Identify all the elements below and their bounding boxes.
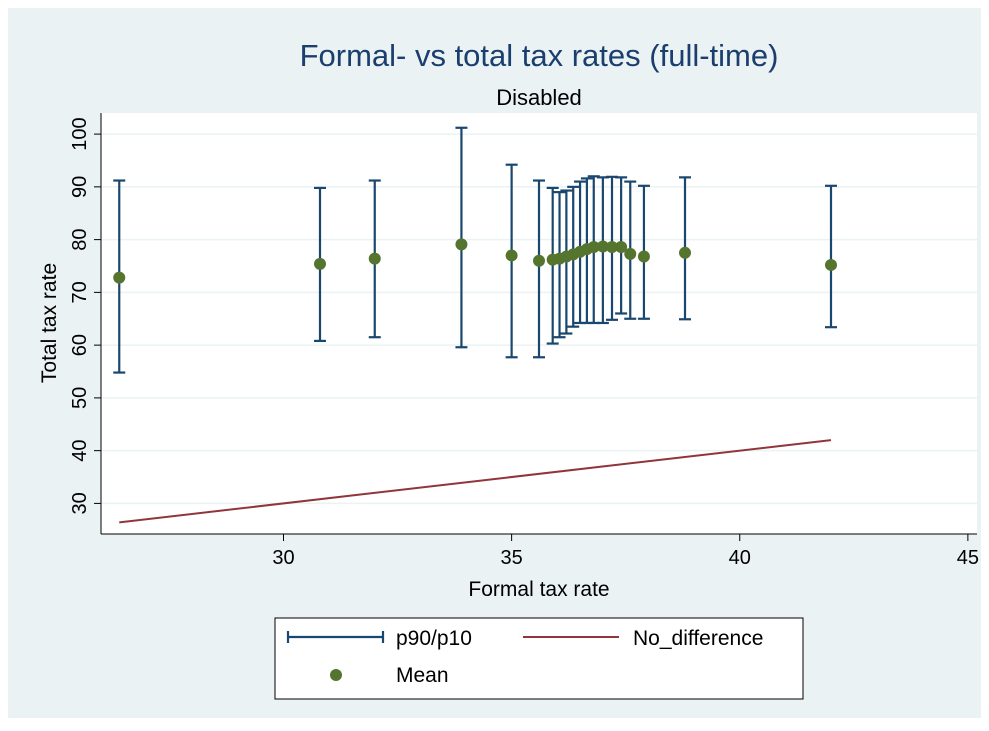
legend-key-mean [330,669,342,681]
legend-mean-marker [330,669,342,681]
y-tick-label-60: 60 [69,334,91,356]
y-tick-label-90: 90 [69,176,91,198]
x-axis-label: Formal tax rate [468,578,609,601]
y-tick-label-70: 70 [69,281,91,303]
errorbar-5 [533,179,545,359]
errorbar-3 [455,126,468,349]
mean-point-18 [679,246,691,259]
mean-point-3 [455,238,468,251]
x-tick-label-40: 40 [729,547,751,569]
mean-point-12 [587,241,600,254]
x-tick-label-45: 45 [957,547,979,569]
errorbar-7 [553,191,566,339]
y-tick-label-50: 50 [69,387,91,409]
mean-point-0 [113,271,126,284]
series-no-difference [119,439,832,524]
y-tick-label-100: 100 [69,117,91,150]
mean-point-4 [505,249,518,262]
mean-point-16 [624,247,637,260]
chart-subtitle: Disabled [496,85,582,110]
legend: p90/p10 No_difference Mean [274,617,804,700]
x-tick-label-35: 35 [501,547,523,569]
mean-point-15 [615,241,628,254]
series-p90-p10 [113,126,837,374]
y-tick-label-40: 40 [69,440,91,462]
legend-label-no-difference: No_difference [633,627,763,650]
mean-point-2 [368,252,381,265]
series-mean [113,238,837,284]
errorbar-6 [546,186,559,345]
legend-label-p90-p10: p90/p10 [396,627,472,650]
legend-box [274,617,804,700]
x-axis-ticks: 30 35 40 45 [272,534,979,569]
y-axis-label: Total tax rate [38,263,61,383]
x-tick-label-30: 30 [272,547,294,569]
no-difference-line [119,439,832,524]
mean-point-17 [637,250,650,263]
mean-point-13 [596,240,609,253]
axes [100,113,977,535]
mean-point-1 [314,257,326,270]
legend-key-p90-p10 [286,631,385,643]
mean-point-5 [533,254,545,267]
legend-label-mean: Mean [396,664,449,687]
y-tick-label-30: 30 [69,492,91,514]
mean-point-14 [606,241,618,254]
chart-title: Formal- vs total tax rates (full-time) [300,38,779,73]
mean-point-19 [825,258,837,271]
y-axis-ticks: 30 40 50 60 70 80 90 100 [69,117,101,515]
y-tick-label-80: 80 [69,228,91,250]
errorbar-19 [825,184,837,329]
